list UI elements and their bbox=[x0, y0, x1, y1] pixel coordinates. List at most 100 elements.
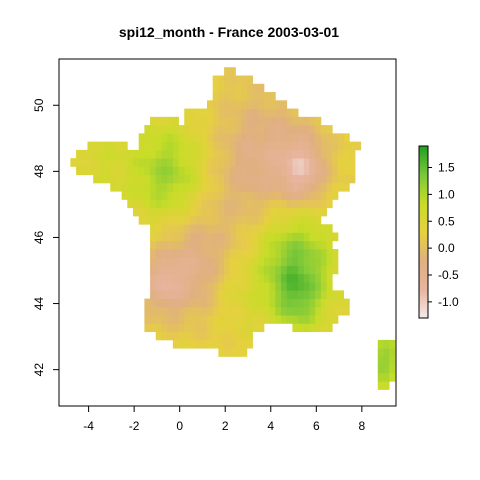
raster-cell bbox=[252, 191, 259, 200]
raster-cell bbox=[263, 174, 271, 184]
raster-cell bbox=[189, 215, 197, 225]
raster-cell bbox=[121, 174, 128, 184]
raster-cell bbox=[252, 149, 259, 159]
raster-cell bbox=[138, 182, 145, 192]
raster-cell bbox=[246, 315, 253, 324]
raster-cell bbox=[292, 174, 299, 184]
raster-cell bbox=[320, 315, 327, 324]
raster-cell bbox=[320, 199, 327, 209]
raster-cell bbox=[224, 199, 231, 209]
raster-cell bbox=[178, 191, 185, 200]
raster-cell bbox=[258, 141, 265, 151]
raster-cell bbox=[275, 273, 282, 283]
raster-cell bbox=[167, 273, 174, 283]
raster-cell bbox=[155, 133, 162, 143]
raster-cell bbox=[212, 158, 219, 167]
raster-cell bbox=[212, 125, 219, 134]
raster-cell bbox=[110, 158, 117, 167]
raster-cell bbox=[201, 306, 208, 316]
raster-cell bbox=[167, 232, 174, 242]
raster-cell bbox=[309, 158, 316, 167]
raster-cell bbox=[303, 199, 310, 209]
raster-cell bbox=[189, 141, 197, 151]
raster-cell bbox=[189, 133, 197, 143]
raster-cell bbox=[252, 224, 259, 233]
raster-cell bbox=[150, 249, 157, 258]
raster-cell bbox=[241, 92, 248, 101]
raster-cell bbox=[303, 174, 310, 184]
colorbar-segment bbox=[419, 220, 428, 224]
raster-cell bbox=[286, 108, 293, 118]
colorbar-segment bbox=[419, 249, 428, 253]
raster-cell bbox=[172, 125, 179, 134]
raster-cell bbox=[309, 133, 316, 143]
raster-cell bbox=[184, 182, 191, 192]
raster-cell bbox=[315, 224, 322, 233]
raster-cell bbox=[269, 149, 276, 159]
raster-cell bbox=[252, 257, 259, 266]
raster-cell bbox=[275, 240, 282, 250]
raster-cell bbox=[281, 273, 288, 283]
raster-cell bbox=[298, 273, 305, 283]
raster-cell bbox=[161, 290, 168, 299]
raster-cell bbox=[269, 100, 276, 109]
raster-cell bbox=[150, 116, 157, 126]
raster-cell bbox=[224, 207, 231, 217]
raster-cell bbox=[303, 257, 310, 266]
raster-cell bbox=[326, 315, 333, 324]
raster-cell bbox=[212, 166, 219, 176]
raster-cell bbox=[292, 257, 299, 266]
raster-cell bbox=[246, 108, 253, 118]
raster-cell bbox=[286, 282, 293, 291]
raster-cell bbox=[189, 306, 197, 316]
raster-cell bbox=[269, 273, 276, 283]
raster-cell bbox=[235, 83, 242, 93]
raster-cell bbox=[377, 364, 384, 374]
raster-cell bbox=[189, 232, 197, 242]
raster-cell bbox=[303, 116, 310, 126]
colorbar-tick-label: 1.5 bbox=[438, 161, 455, 175]
raster-cell bbox=[161, 298, 168, 308]
raster-cell bbox=[246, 215, 253, 225]
raster-cell bbox=[235, 75, 242, 85]
raster-cell bbox=[246, 83, 253, 93]
raster-cell bbox=[121, 191, 128, 200]
raster-cell bbox=[263, 306, 271, 316]
raster-cell bbox=[76, 149, 83, 159]
raster-cell bbox=[189, 149, 197, 159]
raster-cell bbox=[269, 158, 276, 167]
raster-cell bbox=[286, 149, 293, 159]
raster-cell bbox=[81, 166, 88, 176]
raster-cell bbox=[315, 215, 322, 225]
raster-cell bbox=[184, 323, 191, 333]
raster-cell bbox=[309, 282, 316, 291]
x-tick-label: -4 bbox=[83, 419, 94, 433]
raster-cell bbox=[167, 257, 174, 266]
raster-cell bbox=[320, 224, 327, 233]
raster-cell bbox=[201, 273, 208, 283]
raster-cell bbox=[207, 141, 214, 151]
raster-cell bbox=[218, 75, 225, 85]
raster-cell bbox=[389, 372, 396, 382]
raster-cell bbox=[292, 108, 299, 118]
raster-cell bbox=[189, 182, 197, 192]
raster-cell bbox=[269, 174, 276, 184]
raster-cell bbox=[207, 191, 214, 200]
raster-cell bbox=[207, 240, 214, 250]
raster-cell bbox=[161, 215, 168, 225]
raster-cell bbox=[246, 191, 253, 200]
raster-cell bbox=[155, 215, 162, 225]
raster-cell bbox=[315, 174, 322, 184]
raster-cell bbox=[184, 215, 191, 225]
raster-cell bbox=[281, 141, 288, 151]
raster-cell bbox=[195, 149, 202, 159]
raster-cell bbox=[281, 199, 288, 209]
raster-cell bbox=[189, 323, 197, 333]
raster-cell bbox=[195, 282, 202, 291]
raster-cell bbox=[235, 149, 242, 159]
raster-cell bbox=[184, 306, 191, 316]
raster-cell bbox=[263, 191, 271, 200]
raster-cell bbox=[246, 125, 253, 134]
raster-cell bbox=[320, 265, 327, 275]
colorbar-segment bbox=[419, 189, 428, 193]
